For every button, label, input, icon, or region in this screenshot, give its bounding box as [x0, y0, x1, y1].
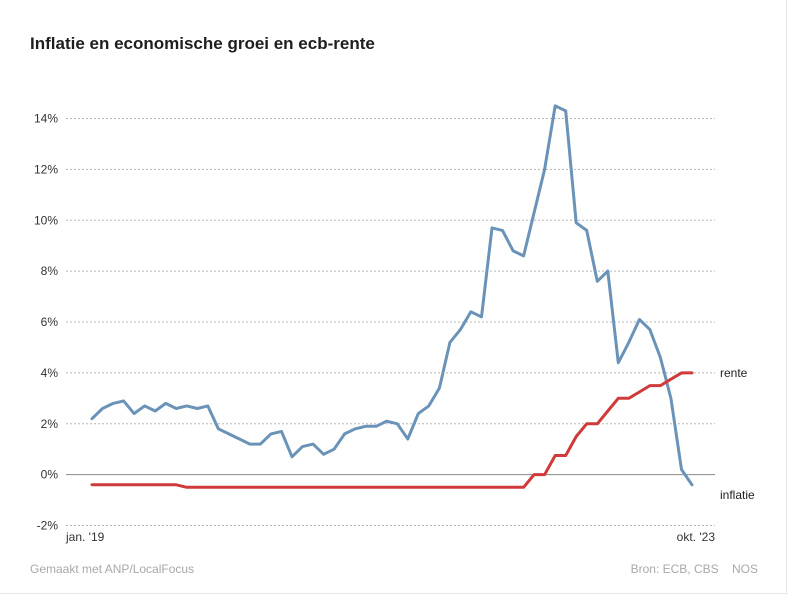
footer-brand: NOS — [731, 562, 758, 576]
x-tick-label-start: jan. '19 — [65, 530, 105, 544]
y-tick-label: 4% — [41, 366, 59, 380]
series-label-rente: rente — [720, 366, 748, 380]
y-tick-label: 0% — [41, 468, 59, 482]
axis-layer: -2% 0% 2% 4% 6% 8% 10% 12% 14% jan. '19 okt. '23 — [34, 112, 715, 545]
series-line-rente — [90, 371, 694, 489]
series-label-inflatie: inflatie — [720, 488, 755, 502]
series-layer — [90, 104, 694, 489]
footer-credit: Gemaakt met ANP/LocalFocus — [30, 562, 195, 576]
y-tick-label: 8% — [41, 264, 59, 278]
y-tick-label: 6% — [41, 315, 59, 329]
y-tick-label: 14% — [34, 112, 58, 126]
footer-source-group: Bron: ECB, CBS NOS — [621, 562, 758, 576]
y-tick-label: 2% — [41, 417, 59, 431]
series-line-inflatie — [90, 104, 694, 487]
y-tick-label: -2% — [37, 519, 59, 533]
y-tick-label: 12% — [34, 162, 58, 176]
y-tick-label: 10% — [34, 213, 58, 227]
grid-layer — [66, 118, 715, 526]
label-layer: rente inflatie — [720, 366, 755, 502]
x-tick-label-end: okt. '23 — [677, 530, 716, 544]
chart-title: Inflatie en economische groei en ecb-ren… — [30, 34, 375, 53]
footer-source: Bron: ECB, CBS — [630, 562, 719, 576]
